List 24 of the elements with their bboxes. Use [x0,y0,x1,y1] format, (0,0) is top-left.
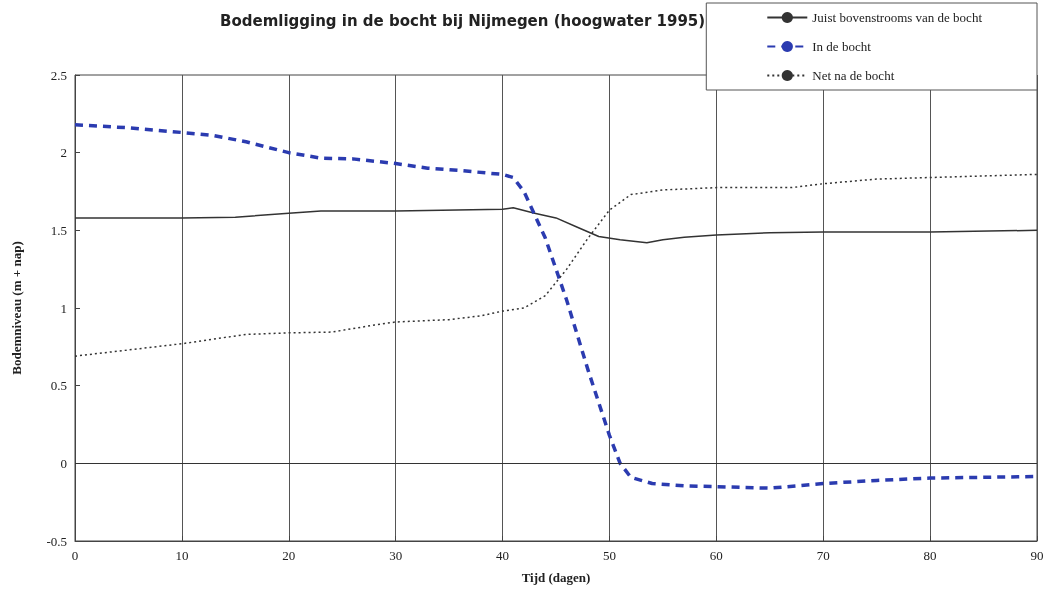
x-tick-label: 30 [389,548,403,563]
x-tick-label: 10 [175,548,189,563]
x-tick-label: 70 [816,548,830,563]
x-tick-label: 60 [709,548,723,563]
x-tick-label: 50 [602,548,616,563]
x-tick-label: 80 [923,548,937,563]
x-tick-label: 0 [71,548,79,563]
legend-label: Net na de bocht [812,68,895,83]
chart-title: Bodemligging in de bocht bij Nijmegen (hoogwater 1995) [220,11,706,30]
y-tick-label: 0.5 [50,378,67,394]
x-axis-title: Tijd (dagen) [521,570,591,585]
y-axis-title: Bodemniveau (m + nap) [9,241,24,375]
x-tick-label: 40 [496,548,510,563]
y-tick-label: 0 [60,455,67,471]
legend-label: Juist bovenstrooms van de bocht [812,10,983,25]
y-tick-label: 1.5 [50,222,67,238]
x-tick-label: 20 [282,548,296,563]
x-tick-label: 90 [1030,548,1044,563]
legend-label: In de bocht [812,39,872,54]
y-tick-label: 2.5 [50,67,67,83]
y-tick-label: 2 [60,145,67,161]
y-tick-label: 1 [60,300,67,316]
line-series [74,173,1038,357]
y-tick-label: -0.5 [46,533,67,549]
